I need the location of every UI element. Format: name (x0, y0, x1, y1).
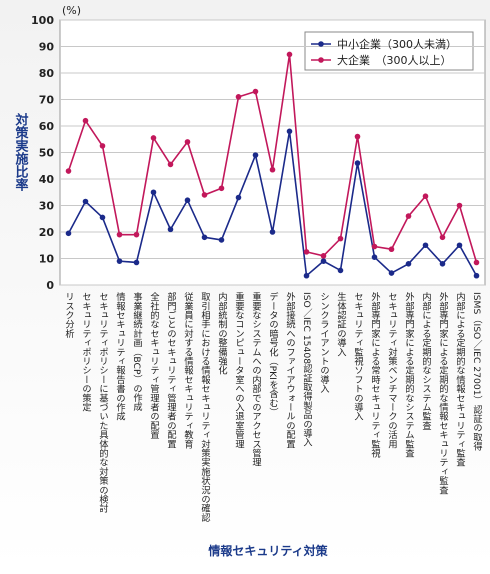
data-point (354, 160, 361, 166)
x-tick-label: セキュリティポリシーに基づいた具体的な対策の検討 (97, 292, 109, 514)
data-point (201, 234, 208, 241)
data-point (371, 243, 378, 250)
data-point (133, 231, 140, 238)
x-tick-label: 内部による定期的なシステム監査 (420, 291, 432, 430)
data-point (150, 135, 157, 141)
y-tick-label: 80 (39, 67, 55, 80)
x-tick-label: 情報セキュリティ報告書の作成 (114, 291, 126, 422)
x-tick-label: 外部専門家による定期的な情報セキュリティ監査 (437, 291, 449, 494)
data-point (320, 258, 327, 264)
data-point (286, 51, 293, 58)
x-tick-label: データの暗号化（PKIを含む） (267, 291, 279, 417)
x-tick-label: 全社的なセキュリティ管理者の配置 (148, 291, 160, 439)
data-point (456, 242, 463, 249)
data-point (388, 270, 395, 276)
data-point (116, 258, 123, 264)
data-point (303, 249, 310, 255)
x-tick-label: 取引相手における情報セキュリティ対策実施状況の確認 (199, 292, 211, 523)
y-tick-label: 40 (39, 173, 55, 186)
x-tick-label: 生体認証の導入 (335, 291, 347, 356)
data-point (184, 139, 191, 145)
data-point (422, 242, 429, 249)
y-tick-label: 50 (39, 147, 55, 160)
data-point (167, 161, 174, 168)
data-point (473, 259, 480, 266)
data-point (422, 193, 429, 200)
data-point (388, 246, 395, 253)
x-tick-label: リスク分析 (63, 292, 75, 339)
y-unit: (%) (62, 4, 81, 17)
y-tick-label: 10 (39, 253, 55, 266)
data-point (371, 254, 378, 260)
data-point (218, 185, 225, 192)
x-tick-label: 外部接続へのファイアウォールの配置 (284, 291, 296, 448)
data-point (405, 213, 412, 219)
data-point (456, 202, 463, 209)
legend-label: 中小企業（300人未満） (337, 37, 457, 51)
x-tick-label: 重要なコンピュータ室への入退室管理 (233, 291, 245, 448)
x-tick-label: セキュリティ対策ベンチマークの活用 (386, 292, 398, 449)
legend-label: 大企業 （300人以上） (337, 53, 452, 67)
data-point (320, 253, 327, 259)
data-point (303, 272, 310, 279)
legend-marker (318, 41, 324, 47)
y-tick-label: 60 (39, 120, 55, 133)
data-point (337, 267, 344, 274)
data-point (65, 168, 72, 174)
x-tick-label: 外部専門家による定期的なシステム監査 (403, 291, 415, 458)
data-point (150, 189, 157, 196)
data-point (405, 261, 412, 267)
data-point (439, 261, 446, 267)
y-tick-label: 100 (31, 14, 54, 27)
data-point (235, 94, 242, 100)
data-point (82, 198, 89, 205)
data-point (286, 128, 293, 135)
data-point (201, 192, 208, 198)
x-tick-label: 事業継続計画（BCP）の作成 (131, 291, 143, 412)
y-tick-label: 30 (39, 200, 55, 213)
x-tick-label: 内部による定期的な情報セキュリティ監査 (454, 291, 466, 467)
data-point (252, 152, 259, 158)
data-point (269, 166, 276, 173)
data-point (473, 272, 480, 279)
data-point (218, 237, 225, 243)
legend (304, 31, 474, 71)
data-point (269, 229, 276, 235)
data-point (235, 194, 242, 201)
data-point (167, 226, 174, 233)
data-point (337, 235, 344, 242)
x-tick-label: 内部統制の整備強化 (216, 291, 228, 376)
y-tick-label: 90 (39, 41, 55, 54)
x-tick-label: 従業員に対する情報セキュリティ教育 (182, 291, 194, 449)
legend-marker (318, 57, 324, 63)
x-tick-label: ISMS（ISO／IEC 27001）認証の取得 (471, 292, 483, 451)
x-tick-label: 外部専門家による常時セキュリティ監視 (369, 291, 381, 458)
y-tick-label: 20 (39, 226, 55, 239)
y-tick-label: 70 (39, 94, 55, 107)
x-tick-label: セキュリティ監視ソフトの導入 (352, 292, 364, 421)
data-point (252, 88, 259, 95)
y-tick-label: 0 (46, 279, 54, 292)
x-tick-label: 重要なシステムへの内部でのアクセス管理 (250, 291, 262, 467)
data-point (99, 143, 106, 149)
data-point (184, 197, 191, 203)
data-point (82, 117, 89, 124)
data-point (439, 234, 446, 241)
x-tick-label: セキュリティポリシーの策定 (80, 292, 92, 412)
data-point (354, 133, 361, 140)
y-axis-title: 対策実施比率 (13, 112, 30, 192)
data-point (65, 230, 72, 237)
x-axis-title: 情報セキュリティ対策 (208, 543, 328, 558)
x-tick-label: ISO／IEC 15408認証取得製品の導入 (301, 292, 313, 447)
x-tick-label: 部門ごとのセキュリティ管理者の配置 (165, 291, 177, 448)
data-point (116, 231, 123, 238)
data-point (99, 214, 106, 221)
data-point (133, 259, 140, 266)
x-tick-label: シンクライアントの導入 (318, 292, 330, 393)
